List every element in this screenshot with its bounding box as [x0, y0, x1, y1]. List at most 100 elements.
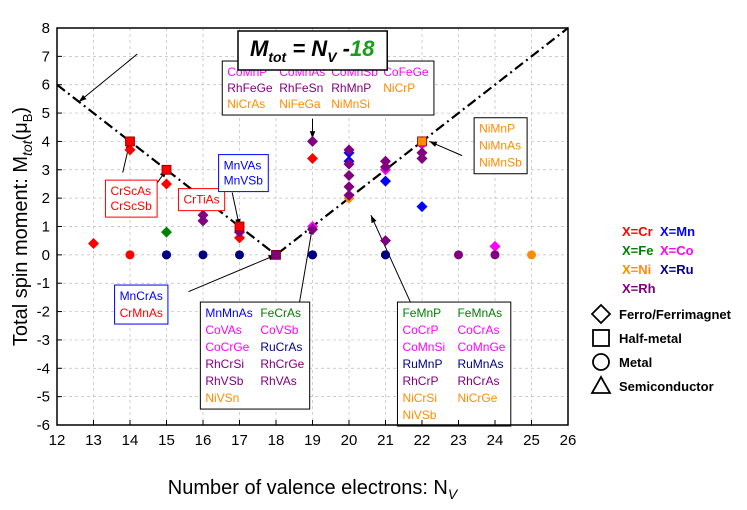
compound-label: FeMnP — [402, 306, 441, 320]
compound-label: CrMnAs — [120, 306, 163, 320]
formula-box: Mtot = NV -18 — [237, 30, 388, 71]
x-tick-label: 22 — [414, 432, 431, 449]
point-ferromagnet — [416, 152, 428, 164]
point-metal — [527, 250, 536, 260]
compound-label: RhFeGe — [227, 81, 273, 95]
compound-label: CoVAs — [205, 323, 241, 337]
compound-label: RhMnP — [331, 81, 371, 95]
point-ferromagnet — [307, 152, 318, 164]
compound-label: RhCrSi — [205, 357, 244, 371]
point-ferromagnet — [416, 147, 428, 159]
x-tick-label: 19 — [304, 432, 321, 449]
legend: X=Cr X=Mn X=Fe X=Co X=Ni X=Ru X=Rh Ferro/Ferrim… — [590, 224, 732, 394]
point-metal — [198, 250, 208, 260]
point-ferromagnet — [161, 178, 172, 190]
arrow-mncras — [188, 254, 277, 293]
legend-color-entry: X=Co — [660, 243, 694, 258]
compound-label: FeCrAs — [260, 306, 301, 320]
point-ferromagnet — [343, 169, 355, 181]
y-tick-label: 0 — [42, 247, 50, 264]
compound-label: MnVAs — [224, 159, 262, 173]
y-tick-label: 2 — [42, 190, 50, 207]
point-half-metal — [161, 164, 172, 175]
legend-color-entry: X=Ru — [660, 262, 694, 277]
arrow-top-group — [309, 118, 316, 139]
point-metal — [162, 250, 171, 260]
legend-color-entry: X=Ni — [622, 262, 651, 277]
point-ferromagnet — [234, 232, 245, 244]
compound-label: CrScAs — [110, 184, 151, 198]
y-tick-label: 5 — [42, 105, 50, 122]
compound-label: CoCrAs — [457, 323, 499, 337]
compound-label: NiMnAs — [479, 139, 521, 153]
point-half-metal — [234, 221, 245, 232]
point-ferromagnet — [416, 201, 428, 213]
legend-shape-label: Ferro/Ferrimagnet — [619, 307, 732, 322]
label-mncras: MnCrAs CrMnAs — [114, 284, 169, 325]
legend-color-entry: X=Mn — [660, 224, 695, 239]
formula-arrow-left — [78, 53, 138, 103]
compound-label: NiCrP — [383, 81, 415, 95]
compound-label: RuMnAs — [457, 357, 503, 371]
x-tick-label: 26 — [560, 432, 577, 449]
compound-label: CoMnSi — [402, 340, 445, 354]
formula-text: Mtot = NV -18 — [250, 36, 375, 65]
y-tick-label: 7 — [42, 48, 50, 65]
compound-label: RhCrP — [402, 374, 438, 388]
arrow-group-18 — [297, 226, 314, 312]
point-ferromagnet — [380, 175, 391, 187]
point-ferromagnet — [124, 144, 136, 156]
arrow-group-20 — [370, 214, 416, 312]
compound-label: NiMnSb — [479, 156, 522, 170]
data-points — [88, 135, 536, 260]
point-ferromagnet — [88, 238, 99, 250]
point-half-metal — [271, 249, 281, 260]
x-tick-label: 13 — [85, 432, 102, 449]
x-tick-label: 21 — [377, 432, 394, 449]
compound-label: MnVSb — [224, 174, 264, 188]
compound-label: NiMnSi — [331, 97, 370, 111]
compound-label: NiFeGa — [279, 97, 321, 111]
point-ferromagnet — [343, 181, 355, 193]
point-ferromagnet — [343, 189, 355, 201]
y-tick-label: 4 — [42, 133, 50, 150]
compound-label: NiCrAs — [227, 97, 265, 111]
y-axis-title: Total spin moment: Mtot(μB) — [10, 107, 35, 346]
legend-shape-label: Semiconductor — [619, 379, 714, 394]
compound-label: CoMnGe — [457, 340, 505, 354]
compound-label: MnCrAs — [120, 289, 163, 303]
rule-line — [56, 27, 569, 257]
compound-label: RhCrGe — [260, 357, 304, 371]
y-tick-label: -1 — [37, 275, 50, 292]
compound-label: FeMnAs — [457, 306, 502, 320]
legend-shape-triangle: Semiconductor — [590, 375, 714, 394]
y-tick-label: -6 — [37, 417, 50, 434]
compound-label: CrScSb — [110, 199, 152, 213]
point-ferromagnet — [197, 215, 209, 227]
point-metal — [308, 250, 317, 260]
point-half-metal — [125, 136, 135, 147]
x-tick-label: 12 — [49, 432, 66, 449]
y-tick-label: -3 — [37, 332, 50, 349]
point-ferromagnet — [380, 235, 391, 247]
legend-shape-label: Half-metal — [619, 331, 682, 346]
compound-label: NiVSb — [402, 408, 436, 422]
x-tick-label: 18 — [268, 432, 285, 449]
y-tick-label: 3 — [42, 162, 50, 179]
compound-label: CoFeGe — [383, 65, 429, 79]
compound-label: CoVSb — [260, 323, 298, 337]
compound-label: CrTiAs — [183, 193, 219, 207]
y-tick-label: 1 — [42, 219, 50, 236]
slater-pauling-line — [56, 27, 569, 257]
compound-label: NiMnP — [479, 122, 515, 136]
point-ferromagnet — [307, 223, 318, 235]
x-tick-label: 23 — [450, 432, 467, 449]
x-tick-label: 14 — [122, 432, 139, 449]
legend-color-entry: X=Rh — [622, 281, 656, 296]
point-ferromagnet — [197, 209, 209, 221]
legend-shape-label: Metal — [619, 355, 652, 370]
